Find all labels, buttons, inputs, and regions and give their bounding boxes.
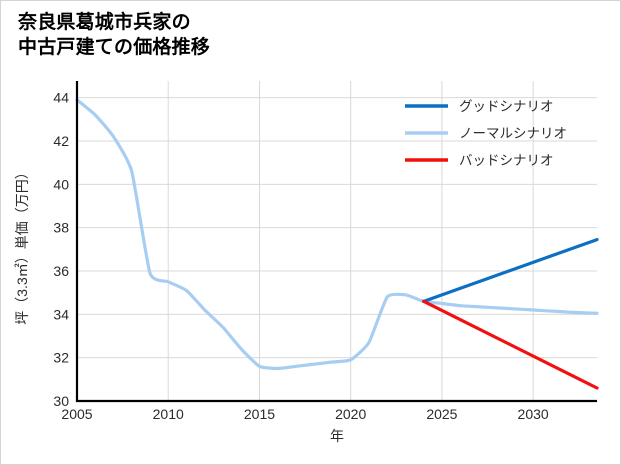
x-tick-label: 2015 (244, 406, 275, 422)
y-tick-label: 40 (53, 176, 69, 192)
x-axis-title: 年 (330, 428, 344, 444)
series-line-ノーマルシナリオ (75, 98, 599, 371)
axis-spine (75, 81, 597, 403)
y-tick-label: 36 (53, 263, 69, 279)
x-axis-tick-labels: 2005 2010 2015 2020 2025 2030 (61, 406, 548, 422)
x-tick-label: 2030 (518, 406, 549, 422)
series-group (75, 98, 599, 390)
x-tick-label: 2010 (153, 406, 184, 422)
x-tick-label: 2025 (426, 406, 457, 422)
y-tick-label: 44 (53, 90, 69, 106)
axis-titles: 年 坪（3.3㎡）単価（万円） (14, 165, 344, 444)
y-axis-title: 坪（3.3㎡）単価（万円） (14, 165, 30, 324)
x-tick-label: 2020 (335, 406, 366, 422)
y-tick-label: 38 (53, 220, 69, 236)
series-line-グッドシナリオ (422, 237, 599, 303)
series-line-バッドシナリオ (422, 299, 599, 390)
legend-label: グッドシナリオ (459, 99, 554, 114)
y-axis-tick-labels: 30 32 34 36 38 40 42 44 (53, 90, 69, 409)
y-tick-label: 34 (53, 306, 69, 322)
y-tick-label: 30 (53, 393, 69, 409)
y-tick-label: 42 (53, 133, 69, 149)
y-tick-label: 32 (53, 350, 69, 366)
x-tick-label: 2005 (61, 406, 92, 422)
axis-spines (75, 81, 597, 403)
page-title: 奈良県葛城市兵家の 中古戸建ての価格推移 (18, 12, 211, 59)
legend-label: バッドシナリオ (459, 153, 554, 168)
gridlines (76, 81, 597, 402)
legend-label: ノーマルシナリオ (459, 126, 567, 141)
